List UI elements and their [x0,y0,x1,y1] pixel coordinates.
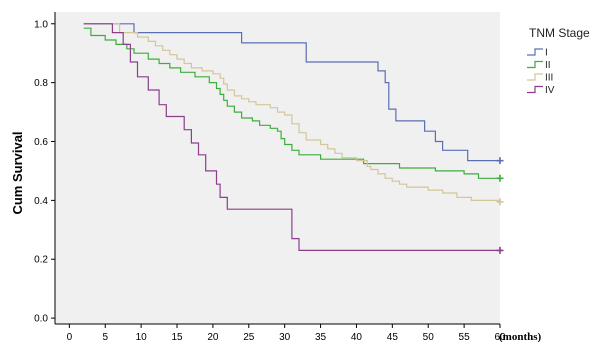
y-tick-label: 1.0 [34,19,48,30]
legend-swatch [527,60,543,69]
x-tick-label: 5 [102,332,108,342]
censor-mark [496,157,504,165]
legend-swatch [527,48,543,56]
legend-label: II [545,60,551,71]
x-tick-label: 20 [207,332,219,342]
survival-curve-stage-2 [83,27,500,179]
x-tick-label: 30 [279,332,291,342]
censor-mark [496,174,504,182]
x-tick-label: 45 [387,332,399,342]
x-tick-label: 10 [136,332,148,342]
y-axis-label: Cum Survival [10,131,25,214]
censor-mark [496,246,504,254]
legend-label: IV [545,85,555,96]
x-tick-label: 50 [423,332,435,342]
x-tick-label: 40 [351,332,363,342]
y-tick-label: 0.0 [34,314,48,325]
y-tick-label: 0.2 [34,255,48,266]
survival-curve-stage-1 [83,23,500,162]
x-tick-label: 60 [494,332,506,342]
legend-label: III [545,73,553,84]
x-axis-unit-label: (months) [499,331,542,342]
legend-swatch [527,73,543,81]
legend-swatch [527,85,543,94]
survival-curve-stage-3 [83,23,501,202]
x-tick-label: 35 [315,332,327,342]
axes: 0.0 0.2 0.4 0.6 0.8 1.0 0 5 10 15 20 25 30 35 40 45 50 55… [34,12,506,342]
x-tick-label: 25 [243,332,255,342]
censor-mark [496,198,504,206]
survival-curve-stage-4 [83,23,500,251]
legend-title: TNM Stage [529,26,590,40]
y-tick-label: 0.6 [34,137,48,148]
legend-label: I [545,48,548,59]
survival-curves [83,23,504,254]
x-tick-label: 15 [171,332,183,342]
y-tick-label: 0.4 [34,196,48,207]
x-tick-label: 55 [459,332,471,342]
x-tick-label: 0 [67,332,73,342]
y-tick-label: 0.8 [34,78,48,89]
